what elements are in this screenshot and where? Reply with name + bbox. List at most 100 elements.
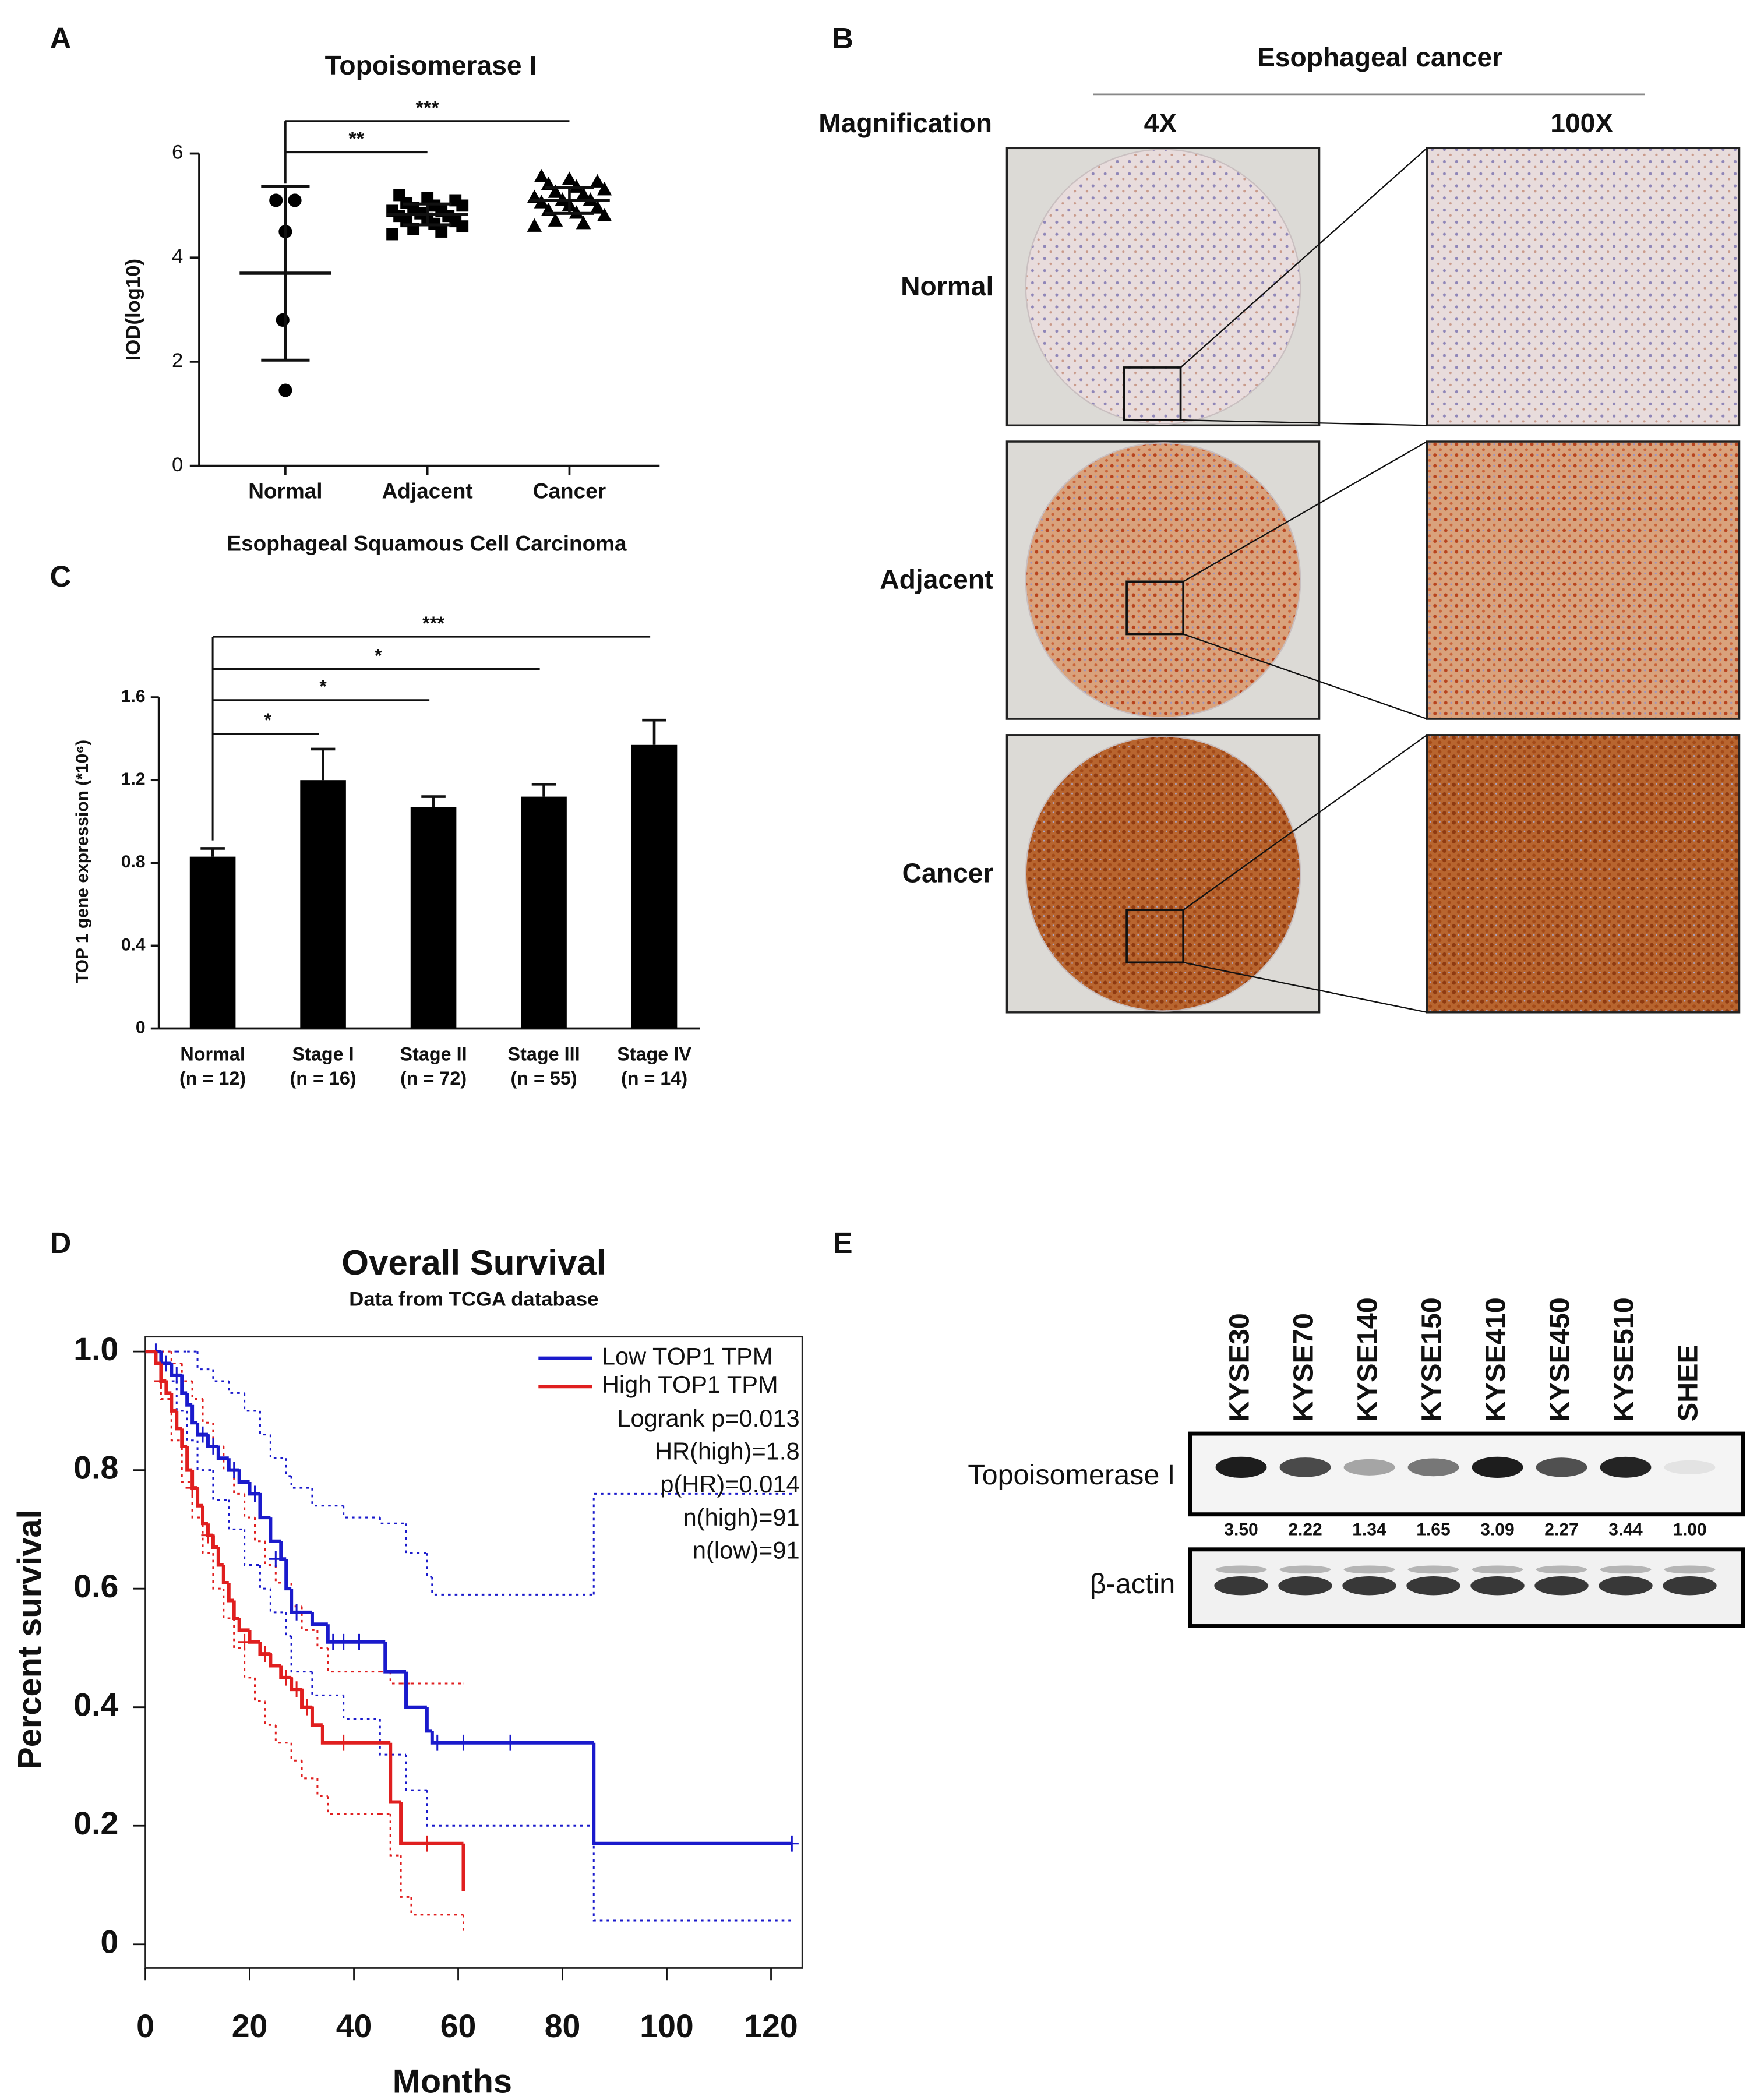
- x-tick-label: 60: [440, 2008, 477, 2044]
- ci-upper-step: [311, 1488, 344, 1507]
- zoom-connector: [1183, 734, 1428, 911]
- survival-step: [175, 1410, 182, 1431]
- censor-mark: [337, 1734, 351, 1751]
- bar: [631, 744, 678, 1029]
- data-point: [386, 228, 398, 241]
- panel-label: C: [50, 560, 72, 593]
- data-point: [548, 184, 563, 198]
- survival-step: [310, 1707, 323, 1727]
- x-tick-label: 20: [232, 2008, 268, 2044]
- ci-upper-step: [274, 1565, 292, 1584]
- column-label: 100X: [1550, 108, 1613, 138]
- survival-step: [320, 1725, 391, 1745]
- survival-step: [248, 1630, 260, 1644]
- zoom-connector: [1183, 962, 1427, 1013]
- survival-step: [399, 1802, 464, 1845]
- ihc-header: Esophageal cancer: [1257, 42, 1502, 72]
- y-tick-label: 1.2: [121, 770, 146, 789]
- plot-frame: [144, 1336, 803, 1969]
- survival-step: [425, 1707, 432, 1733]
- ci-lower-step: [290, 1742, 302, 1762]
- blot-band: [1343, 1459, 1395, 1476]
- x-tick-label: Cancer: [533, 479, 606, 503]
- y-tick-label: 0.4: [121, 935, 146, 954]
- x-tick-label: Normal: [248, 479, 322, 503]
- blot-frame: [1188, 1431, 1745, 1517]
- legend-label: Low TOP1 TPM: [602, 1343, 772, 1370]
- lane-label: KYSE510: [1608, 1297, 1639, 1421]
- ci-lower-step: [259, 1565, 271, 1590]
- ci-lower-step: [301, 1760, 317, 1780]
- chart-title: Topoisomerase I: [325, 50, 537, 80]
- survival-step: [389, 1742, 401, 1804]
- x-tick-sublabel: (n = 12): [179, 1068, 246, 1089]
- ci-upper-step: [170, 1351, 182, 1364]
- x-axis-label: Months: [393, 2063, 512, 2100]
- blot-band: [1279, 1457, 1331, 1477]
- stat-annotation: HR(high)=1.8: [655, 1438, 799, 1465]
- ci-lower-step: [181, 1440, 193, 1483]
- y-tick-label: 2: [172, 350, 183, 372]
- micrograph-zoom: [1426, 440, 1741, 720]
- survival-step: [185, 1393, 193, 1407]
- ci-upper-step: [426, 1553, 432, 1578]
- ci-upper-step: [259, 1410, 271, 1436]
- ci-upper-step: [269, 1434, 287, 1459]
- lane-label: KYSE150: [1416, 1297, 1447, 1421]
- survival-step: [216, 1547, 224, 1567]
- row-label: Adjacent: [880, 564, 993, 595]
- zoom-box: [1125, 909, 1185, 964]
- ci-upper-step: [379, 1517, 407, 1524]
- survival-step: [232, 1600, 239, 1621]
- zoom-box: [1123, 366, 1182, 421]
- data-point: [269, 193, 283, 207]
- survival-step: [164, 1381, 172, 1395]
- significance-label: ***: [422, 613, 444, 634]
- x-tick-label: Stage III: [508, 1043, 580, 1064]
- survival-step: [404, 1671, 427, 1709]
- data-point: [421, 192, 434, 204]
- band-quantification: 1.34: [1352, 1520, 1386, 1539]
- stat-annotation: n(low)=91: [693, 1536, 800, 1563]
- ci-upper-step: [254, 1517, 266, 1543]
- ci-lower-step: [426, 1790, 432, 1827]
- data-point: [590, 200, 605, 214]
- x-tick-sublabel: (n = 72): [400, 1068, 467, 1089]
- survival-step: [237, 1470, 250, 1484]
- blot-band: [1215, 1565, 1267, 1574]
- tissue-core: [1025, 735, 1301, 1012]
- y-tick-label: 0.2: [73, 1805, 118, 1841]
- x-tick-sublabel: (n = 14): [621, 1068, 687, 1089]
- ci-lower-step: [400, 1855, 411, 1898]
- lane-label: KYSE140: [1352, 1297, 1383, 1421]
- micrograph-zoom: [1426, 734, 1741, 1014]
- zoom-connector: [1180, 419, 1427, 426]
- significance-label: ***: [415, 97, 439, 119]
- lane-label: SHEE: [1672, 1344, 1703, 1421]
- survival-step: [216, 1446, 229, 1460]
- blot-band: [1664, 1565, 1716, 1574]
- censor-mark: [503, 1734, 517, 1751]
- ci-upper-step: [196, 1351, 213, 1371]
- lane-label: KYSE30: [1223, 1313, 1255, 1421]
- column-label: 4X: [1144, 108, 1177, 138]
- data-point: [278, 383, 292, 397]
- censor-mark: [227, 1462, 241, 1478]
- censor-mark: [206, 1438, 220, 1455]
- ci-upper-step: [327, 1647, 380, 1673]
- data-point: [288, 193, 302, 207]
- x-tick-label: Stage IV: [617, 1043, 691, 1064]
- data-point: [562, 171, 577, 185]
- significance-label: *: [264, 710, 272, 730]
- survival-step: [310, 1612, 328, 1626]
- censor-mark: [170, 1367, 184, 1383]
- data-point: [527, 218, 542, 232]
- survival-step: [221, 1565, 229, 1585]
- stat-annotation: Logrank p=0.013: [617, 1404, 799, 1432]
- ci-lower-step: [264, 1701, 276, 1726]
- survival-step: [211, 1535, 218, 1549]
- x-tick-sublabel: (n = 55): [510, 1068, 577, 1089]
- y-tick-label: 1.0: [73, 1331, 118, 1367]
- x-tick-label: Normal: [180, 1043, 245, 1064]
